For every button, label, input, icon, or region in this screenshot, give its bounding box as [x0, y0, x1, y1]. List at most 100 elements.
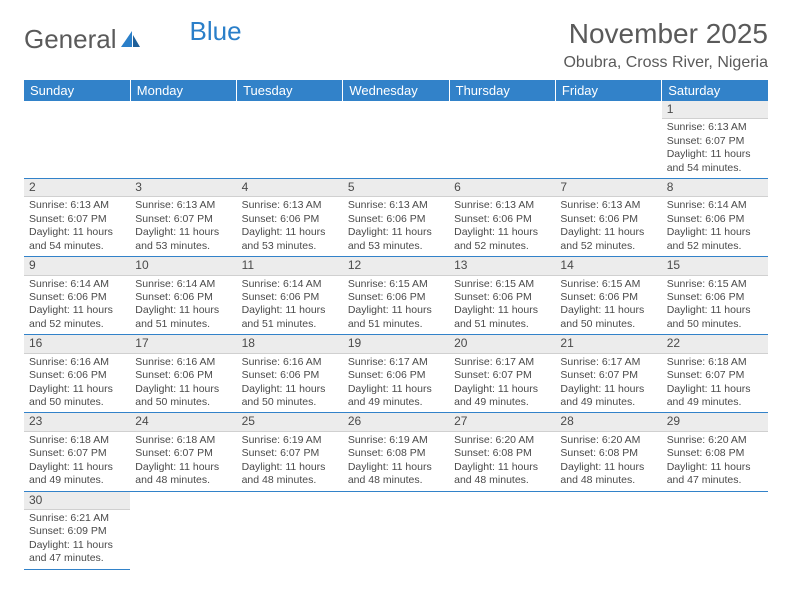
calendar-row: 30Sunrise: 6:21 AMSunset: 6:09 PMDayligh… — [24, 491, 768, 569]
calendar-cell: 25Sunrise: 6:19 AMSunset: 6:07 PMDayligh… — [237, 413, 343, 491]
day-header: Tuesday — [237, 80, 343, 101]
day-header: Monday — [130, 80, 236, 101]
day-content: Sunrise: 6:14 AMSunset: 6:06 PMDaylight:… — [130, 276, 236, 335]
calendar-cell: 18Sunrise: 6:16 AMSunset: 6:06 PMDayligh… — [237, 335, 343, 413]
day-content: Sunrise: 6:16 AMSunset: 6:06 PMDaylight:… — [130, 354, 236, 413]
day-header: Friday — [555, 80, 661, 101]
day-content: Sunrise: 6:15 AMSunset: 6:06 PMDaylight:… — [343, 276, 449, 335]
day-header: Wednesday — [343, 80, 449, 101]
calendar-cell: 6Sunrise: 6:13 AMSunset: 6:06 PMDaylight… — [449, 179, 555, 257]
day-number: 10 — [130, 257, 236, 275]
calendar-cell — [555, 491, 661, 569]
day-number: 24 — [130, 413, 236, 431]
day-header: Sunday — [24, 80, 130, 101]
day-content: Sunrise: 6:21 AMSunset: 6:09 PMDaylight:… — [24, 510, 130, 569]
calendar-table: SundayMondayTuesdayWednesdayThursdayFrid… — [24, 80, 768, 570]
day-content: Sunrise: 6:18 AMSunset: 6:07 PMDaylight:… — [662, 354, 768, 413]
day-content: Sunrise: 6:17 AMSunset: 6:07 PMDaylight:… — [449, 354, 555, 413]
day-number: 30 — [24, 492, 130, 510]
day-content: Sunrise: 6:13 AMSunset: 6:06 PMDaylight:… — [555, 197, 661, 256]
calendar-cell: 20Sunrise: 6:17 AMSunset: 6:07 PMDayligh… — [449, 335, 555, 413]
day-number: 7 — [555, 179, 661, 197]
day-header-row: SundayMondayTuesdayWednesdayThursdayFrid… — [24, 80, 768, 101]
day-number: 5 — [343, 179, 449, 197]
day-content: Sunrise: 6:20 AMSunset: 6:08 PMDaylight:… — [555, 432, 661, 491]
calendar-cell: 19Sunrise: 6:17 AMSunset: 6:06 PMDayligh… — [343, 335, 449, 413]
calendar-cell — [237, 491, 343, 569]
calendar-cell: 11Sunrise: 6:14 AMSunset: 6:06 PMDayligh… — [237, 257, 343, 335]
calendar-cell: 7Sunrise: 6:13 AMSunset: 6:06 PMDaylight… — [555, 179, 661, 257]
day-number: 16 — [24, 335, 130, 353]
day-header: Thursday — [449, 80, 555, 101]
day-number: 27 — [449, 413, 555, 431]
day-number: 8 — [662, 179, 768, 197]
calendar-cell — [237, 101, 343, 179]
calendar-body: 1Sunrise: 6:13 AMSunset: 6:07 PMDaylight… — [24, 101, 768, 569]
calendar-cell: 24Sunrise: 6:18 AMSunset: 6:07 PMDayligh… — [130, 413, 236, 491]
day-content: Sunrise: 6:13 AMSunset: 6:06 PMDaylight:… — [449, 197, 555, 256]
calendar-cell: 1Sunrise: 6:13 AMSunset: 6:07 PMDaylight… — [662, 101, 768, 179]
day-content: Sunrise: 6:15 AMSunset: 6:06 PMDaylight:… — [662, 276, 768, 335]
day-content: Sunrise: 6:17 AMSunset: 6:07 PMDaylight:… — [555, 354, 661, 413]
calendar-row: 2Sunrise: 6:13 AMSunset: 6:07 PMDaylight… — [24, 179, 768, 257]
day-number: 9 — [24, 257, 130, 275]
calendar-row: 16Sunrise: 6:16 AMSunset: 6:06 PMDayligh… — [24, 335, 768, 413]
day-number: 6 — [449, 179, 555, 197]
day-number: 23 — [24, 413, 130, 431]
calendar-cell: 4Sunrise: 6:13 AMSunset: 6:06 PMDaylight… — [237, 179, 343, 257]
calendar-cell: 29Sunrise: 6:20 AMSunset: 6:08 PMDayligh… — [662, 413, 768, 491]
day-content: Sunrise: 6:19 AMSunset: 6:07 PMDaylight:… — [237, 432, 343, 491]
calendar-cell: 22Sunrise: 6:18 AMSunset: 6:07 PMDayligh… — [662, 335, 768, 413]
calendar-cell: 10Sunrise: 6:14 AMSunset: 6:06 PMDayligh… — [130, 257, 236, 335]
sail-icon — [120, 30, 142, 53]
calendar-cell: 27Sunrise: 6:20 AMSunset: 6:08 PMDayligh… — [449, 413, 555, 491]
calendar-cell — [449, 491, 555, 569]
calendar-cell: 3Sunrise: 6:13 AMSunset: 6:07 PMDaylight… — [130, 179, 236, 257]
day-number: 12 — [343, 257, 449, 275]
day-content: Sunrise: 6:15 AMSunset: 6:06 PMDaylight:… — [555, 276, 661, 335]
day-number: 13 — [449, 257, 555, 275]
day-content: Sunrise: 6:13 AMSunset: 6:07 PMDaylight:… — [662, 119, 768, 178]
location: Obubra, Cross River, Nigeria — [563, 54, 768, 72]
day-content: Sunrise: 6:13 AMSunset: 6:06 PMDaylight:… — [237, 197, 343, 256]
calendar-cell — [555, 101, 661, 179]
calendar-row: 23Sunrise: 6:18 AMSunset: 6:07 PMDayligh… — [24, 413, 768, 491]
day-content: Sunrise: 6:20 AMSunset: 6:08 PMDaylight:… — [449, 432, 555, 491]
calendar-cell: 26Sunrise: 6:19 AMSunset: 6:08 PMDayligh… — [343, 413, 449, 491]
day-header: Saturday — [662, 80, 768, 101]
day-number: 29 — [662, 413, 768, 431]
calendar-cell: 17Sunrise: 6:16 AMSunset: 6:06 PMDayligh… — [130, 335, 236, 413]
day-content: Sunrise: 6:13 AMSunset: 6:07 PMDaylight:… — [130, 197, 236, 256]
month-title: November 2025 — [563, 18, 768, 50]
day-number: 28 — [555, 413, 661, 431]
calendar-row: 9Sunrise: 6:14 AMSunset: 6:06 PMDaylight… — [24, 257, 768, 335]
day-number: 18 — [237, 335, 343, 353]
day-content: Sunrise: 6:14 AMSunset: 6:06 PMDaylight:… — [237, 276, 343, 335]
day-content: Sunrise: 6:14 AMSunset: 6:06 PMDaylight:… — [662, 197, 768, 256]
day-number: 22 — [662, 335, 768, 353]
logo-text-general: General — [24, 24, 117, 55]
day-number: 20 — [449, 335, 555, 353]
day-number: 26 — [343, 413, 449, 431]
logo: General Blue — [24, 18, 242, 55]
calendar-cell: 8Sunrise: 6:14 AMSunset: 6:06 PMDaylight… — [662, 179, 768, 257]
day-content: Sunrise: 6:13 AMSunset: 6:07 PMDaylight:… — [24, 197, 130, 256]
calendar-cell: 2Sunrise: 6:13 AMSunset: 6:07 PMDaylight… — [24, 179, 130, 257]
day-number: 2 — [24, 179, 130, 197]
day-number: 25 — [237, 413, 343, 431]
logo-text-blue: Blue — [190, 16, 242, 47]
calendar-cell — [662, 491, 768, 569]
day-content: Sunrise: 6:18 AMSunset: 6:07 PMDaylight:… — [24, 432, 130, 491]
calendar-cell: 12Sunrise: 6:15 AMSunset: 6:06 PMDayligh… — [343, 257, 449, 335]
day-number: 21 — [555, 335, 661, 353]
calendar-cell — [130, 101, 236, 179]
calendar-cell: 15Sunrise: 6:15 AMSunset: 6:06 PMDayligh… — [662, 257, 768, 335]
day-content: Sunrise: 6:16 AMSunset: 6:06 PMDaylight:… — [24, 354, 130, 413]
calendar-cell — [24, 101, 130, 179]
calendar-cell: 30Sunrise: 6:21 AMSunset: 6:09 PMDayligh… — [24, 491, 130, 569]
day-content: Sunrise: 6:13 AMSunset: 6:06 PMDaylight:… — [343, 197, 449, 256]
day-number: 15 — [662, 257, 768, 275]
day-number: 17 — [130, 335, 236, 353]
calendar-row: 1Sunrise: 6:13 AMSunset: 6:07 PMDaylight… — [24, 101, 768, 179]
calendar-cell — [449, 101, 555, 179]
